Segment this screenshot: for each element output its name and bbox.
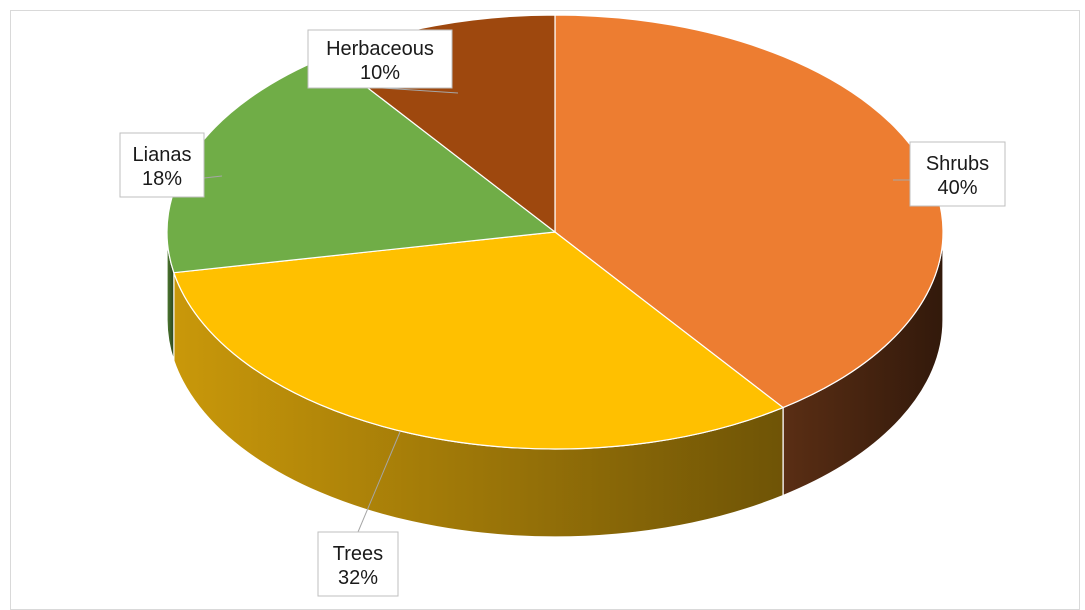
leader-line-trees xyxy=(357,431,401,533)
label-name-herbaceous: Herbaceous xyxy=(326,38,434,60)
label-value-herbaceous: 10% xyxy=(360,62,400,84)
callout-box-trees xyxy=(317,531,399,597)
label-name-trees: Trees xyxy=(333,543,383,565)
label-value-lianas: 18% xyxy=(142,168,182,190)
label-name-shrubs: Shrubs xyxy=(926,153,989,175)
pie-slice-trees[interactable] xyxy=(173,231,785,450)
label-name-lianas: Lianas xyxy=(133,144,192,166)
label-value-shrubs: 40% xyxy=(937,177,977,199)
leader-line-lianas xyxy=(203,175,223,179)
label-value-trees: 32% xyxy=(338,567,378,589)
leader-line-herbaceous xyxy=(381,87,459,94)
pie-top-faces xyxy=(166,14,944,450)
callout-box-shrubs xyxy=(909,141,1006,207)
callout-box-herbaceous xyxy=(307,29,453,89)
callout-box-lianas xyxy=(119,132,205,198)
